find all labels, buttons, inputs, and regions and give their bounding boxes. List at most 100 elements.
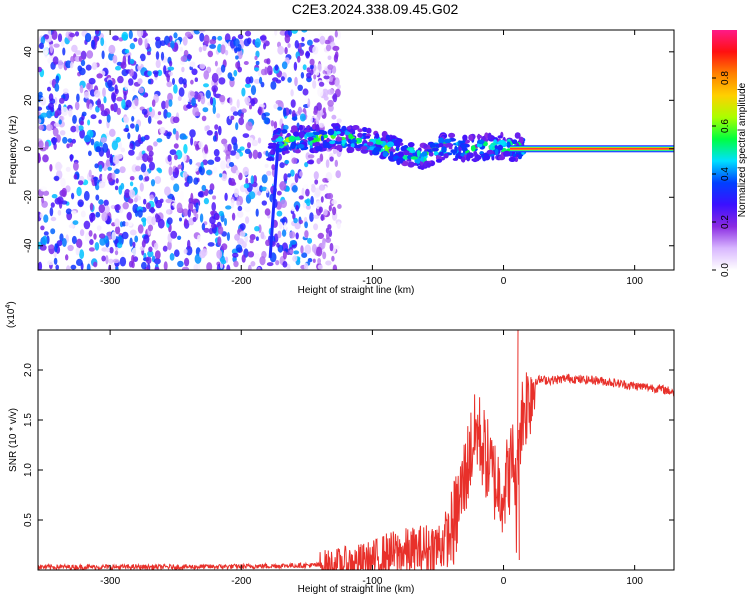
spectrogram-signal-cell xyxy=(368,146,375,151)
spectrogram-noise-cell xyxy=(131,254,135,264)
spectrogram-noise-cell xyxy=(182,36,188,46)
spectrogram-noise-cell xyxy=(213,87,217,97)
spectrogram-noise-cell xyxy=(218,125,222,136)
spectrogram-noise-cell xyxy=(165,198,172,204)
spectrogram-noise-cell xyxy=(182,78,187,85)
spectrogram-noise-cell xyxy=(164,35,170,46)
spectrogram-noise-cell xyxy=(327,99,334,107)
spectrogram-noise-cell xyxy=(193,165,199,172)
colorbar-tick-label: 0.2 xyxy=(720,215,731,229)
spectrogram-noise-cell xyxy=(164,186,171,196)
spectrogram-noise-cell xyxy=(85,64,92,71)
spectrogram-noise-cell xyxy=(250,98,256,107)
spectrogram-noise-cell xyxy=(286,186,290,192)
spectrogram-noise-cell xyxy=(55,161,62,172)
spectrogram-noise-cell xyxy=(209,39,217,45)
spectrogram-noise-cell xyxy=(202,44,207,52)
spectrogram-noise-cell xyxy=(148,246,153,253)
spectrogram-signal-cell xyxy=(335,131,341,135)
spectrogram-signal-cell xyxy=(372,149,377,154)
spectrogram-noise-cell xyxy=(241,87,246,97)
spectrogram-noise-cell xyxy=(220,160,227,170)
spectrogram-noise-cell xyxy=(157,69,163,77)
spectrogram-noise-cell xyxy=(304,230,309,238)
spectrogram-noise-cell xyxy=(123,128,130,132)
spectrogram-signal-cell xyxy=(374,139,381,145)
spectrogram-noise-cell xyxy=(305,152,311,161)
spectrogram-noise-cell xyxy=(244,83,251,88)
spectrogram-signal-cell xyxy=(297,144,305,149)
spectrogram-noise-cell xyxy=(44,34,49,40)
spectrogram-noise-cell xyxy=(39,212,43,219)
spectrogram-noise-cell xyxy=(200,95,206,105)
spectrogram-noise-cell xyxy=(245,121,253,131)
spectrogram-noise-cell xyxy=(114,204,121,211)
spectrogram-noise-cell xyxy=(65,208,72,215)
spectrogram-noise-cell xyxy=(193,30,201,35)
spectrogram-noise-cell xyxy=(77,125,84,131)
spectrogram-noise-cell xyxy=(217,225,224,235)
snr-xtick-label: -200 xyxy=(231,576,251,587)
spectrogram-noise-cell xyxy=(212,105,216,115)
spectrogram-noise-cell xyxy=(157,111,162,116)
spectrogram-noise-cell xyxy=(332,93,338,103)
spectrogram-noise-cell xyxy=(69,154,73,162)
spectrogram-noise-cell xyxy=(219,173,223,178)
spectrogram-signal-cell xyxy=(433,151,439,156)
spectrogram-noise-cell xyxy=(199,213,204,223)
spectrogram-signal-cell xyxy=(438,155,442,160)
colorbar-tick-label: 0.0 xyxy=(720,263,731,277)
spectrogram-noise-cell xyxy=(70,210,77,215)
colorbar-tick-label: 0.4 xyxy=(720,167,731,181)
spectrogram-noise-cell xyxy=(42,154,49,163)
spectrogram-noise-cell xyxy=(264,66,268,76)
snr-ytick-label: 2.0 xyxy=(23,363,34,377)
spectrogram-signal-cell xyxy=(326,137,330,143)
spectrogram-noise-cell xyxy=(55,75,60,84)
spectrogram-noise-cell xyxy=(306,160,314,165)
spectrogram-noise-cell xyxy=(48,102,54,111)
spectrogram-noise-cell xyxy=(293,250,300,255)
spectrogram-noise-cell xyxy=(325,159,330,169)
spectrogram-noise-cell xyxy=(38,140,44,149)
spectrogram-noise-cell xyxy=(207,159,215,165)
spectrogram-noise-cell xyxy=(152,70,159,75)
colorbar-tick-label: 0.8 xyxy=(720,71,731,85)
spectrogram-noise-cell xyxy=(91,62,98,70)
spectrogram-signal-cell xyxy=(315,124,320,131)
spectrogram-noise-cell xyxy=(207,50,214,58)
spectrogram-noise-cell xyxy=(281,61,288,70)
spectrogram-noise-cell xyxy=(282,250,287,260)
spectrogram-noise-cell xyxy=(221,243,228,251)
spectrogram-noise-cell xyxy=(169,253,175,261)
spectrogram-noise-cell xyxy=(61,106,69,117)
spectrogram-noise-cell xyxy=(264,163,269,168)
spectrogram-noise-cell xyxy=(139,53,146,62)
spectrogram-noise-cell xyxy=(134,235,139,243)
spectrogram-signal-cell xyxy=(273,129,278,135)
spectrogram-noise-cell xyxy=(103,199,109,207)
spectrogram-noise-cell xyxy=(83,91,90,99)
spectrogram-noise-cell xyxy=(125,221,129,227)
spectrogram-noise-cell xyxy=(155,51,160,60)
spectrogram-noise-cell xyxy=(182,98,187,107)
spectrogram-noise-cell xyxy=(137,134,142,144)
spectrogram-noise-cell xyxy=(312,258,316,263)
spectrogram-noise-cell xyxy=(90,138,95,146)
spectrogram-noise-cell xyxy=(232,252,239,258)
spectrogram-noise-cell xyxy=(221,173,228,182)
spectrogram-noise-cell xyxy=(67,244,74,252)
spectrogram-noise-cell xyxy=(312,80,317,89)
spectrogram-signal-cell xyxy=(397,151,405,158)
spectrogram-noise-cell xyxy=(129,143,134,149)
spectrogram-noise-cell xyxy=(304,162,309,168)
spectrogram-noise-cell xyxy=(290,99,296,108)
spectrogram-noise-cell xyxy=(301,187,305,198)
spectrogram-noise-cell xyxy=(253,253,260,260)
spectrogram-noise-cell xyxy=(73,161,79,171)
spectrogram-signal-cell xyxy=(309,140,313,146)
spectrogram-noise-cell xyxy=(112,165,117,171)
spectrogram-noise-cell xyxy=(54,83,60,92)
spectrogram-noise-cell xyxy=(335,170,342,179)
spectrogram-noise-cell xyxy=(40,225,45,231)
